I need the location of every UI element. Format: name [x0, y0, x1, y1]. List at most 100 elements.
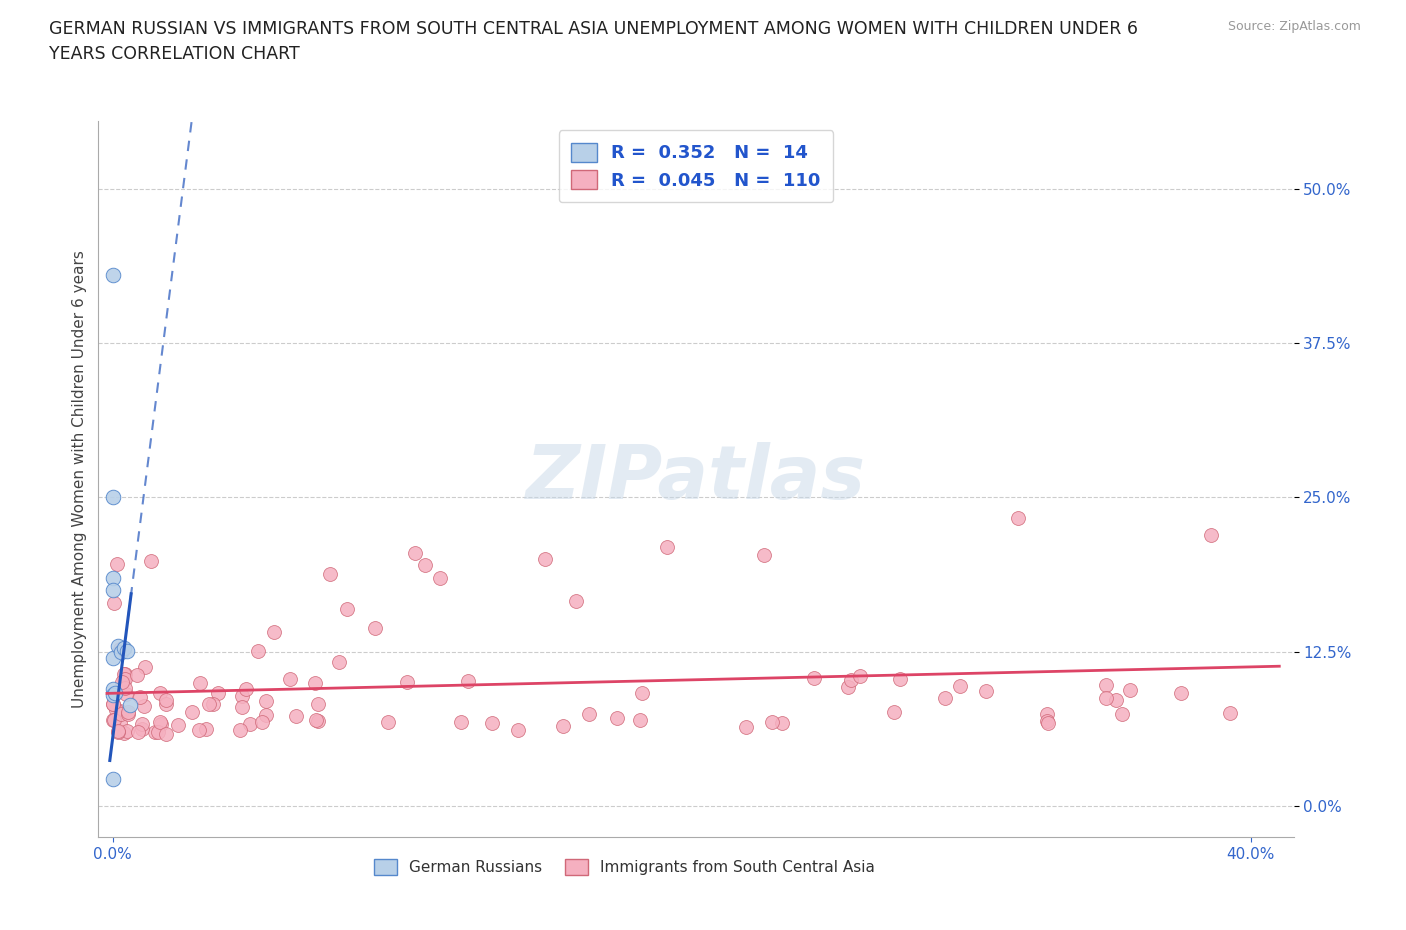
Point [131, 722, 153, 737]
Point [107, 724, 129, 739]
Point [628, 713, 651, 728]
Point [107, 638, 129, 653]
Point [837, 679, 859, 694]
Point [336, 602, 359, 617]
Point [1170, 685, 1192, 700]
Point [364, 620, 387, 635]
Point [1007, 511, 1029, 525]
Point [202, 697, 225, 711]
Point [114, 681, 136, 696]
Legend: German Russians, Immigrants from South Central Asia: German Russians, Immigrants from South C… [366, 852, 883, 883]
Point [254, 708, 277, 723]
Point [413, 558, 436, 573]
Point [533, 551, 555, 566]
Point [114, 672, 136, 687]
Point [848, 669, 870, 684]
Text: Source: ZipAtlas.com: Source: ZipAtlas.com [1227, 20, 1361, 33]
Point [1119, 683, 1142, 698]
Point [1219, 706, 1241, 721]
Point [104, 685, 127, 700]
Point [239, 717, 262, 732]
Point [1199, 527, 1222, 542]
Point [128, 690, 150, 705]
Point [117, 705, 139, 720]
Point [1035, 713, 1057, 728]
Point [101, 651, 124, 666]
Point [250, 715, 273, 730]
Point [112, 667, 135, 682]
Point [655, 539, 678, 554]
Point [110, 707, 132, 722]
Point [231, 689, 253, 704]
Point [132, 698, 155, 713]
Point [889, 672, 911, 687]
Text: YEARS CORRELATION CHART: YEARS CORRELATION CHART [49, 45, 299, 62]
Point [263, 625, 285, 640]
Point [115, 724, 138, 738]
Point [1036, 716, 1059, 731]
Point [305, 712, 328, 727]
Point [228, 723, 250, 737]
Point [112, 671, 135, 686]
Point [246, 644, 269, 658]
Point [131, 717, 153, 732]
Point [149, 714, 172, 729]
Point [155, 726, 177, 741]
Y-axis label: Unemployment Among Women with Children Under 6 years: Unemployment Among Women with Children U… [72, 250, 87, 708]
Point [606, 711, 628, 725]
Point [155, 697, 177, 711]
Point [578, 706, 600, 721]
Point [284, 709, 307, 724]
Point [235, 682, 257, 697]
Point [450, 714, 472, 729]
Point [155, 693, 177, 708]
Point [770, 716, 793, 731]
Point [839, 672, 862, 687]
Point [307, 697, 329, 711]
Point [188, 723, 211, 737]
Point [934, 691, 956, 706]
Point [108, 704, 131, 719]
Point [395, 674, 418, 689]
Point [101, 570, 124, 585]
Point [1095, 690, 1118, 705]
Point [254, 694, 277, 709]
Point [101, 682, 124, 697]
Point [1095, 678, 1118, 693]
Point [110, 644, 132, 659]
Point [631, 685, 654, 700]
Point [103, 697, 125, 711]
Point [149, 686, 172, 701]
Point [207, 686, 229, 701]
Point [307, 714, 329, 729]
Point [181, 705, 204, 720]
Point [803, 671, 825, 685]
Point [457, 673, 479, 688]
Point [134, 659, 156, 674]
Point [188, 675, 211, 690]
Point [101, 582, 124, 597]
Point [101, 772, 124, 787]
Point [103, 596, 125, 611]
Text: ZIPatlas: ZIPatlas [526, 443, 866, 515]
Point [754, 548, 776, 563]
Point [115, 644, 138, 658]
Point [319, 566, 342, 581]
Point [551, 719, 574, 734]
Text: GERMAN RUSSIAN VS IMMIGRANTS FROM SOUTH CENTRAL ASIA UNEMPLOYMENT AMONG WOMEN WI: GERMAN RUSSIAN VS IMMIGRANTS FROM SOUTH … [49, 20, 1139, 38]
Point [108, 642, 131, 657]
Point [112, 641, 135, 656]
Point [105, 702, 128, 717]
Point [150, 717, 173, 732]
Point [115, 686, 138, 701]
Point [949, 679, 972, 694]
Point [117, 707, 139, 722]
Point [404, 546, 426, 561]
Point [118, 698, 141, 712]
Point [139, 554, 162, 569]
Point [114, 667, 136, 682]
Point [564, 594, 586, 609]
Point [101, 687, 124, 702]
Point [103, 712, 125, 727]
Point [377, 714, 399, 729]
